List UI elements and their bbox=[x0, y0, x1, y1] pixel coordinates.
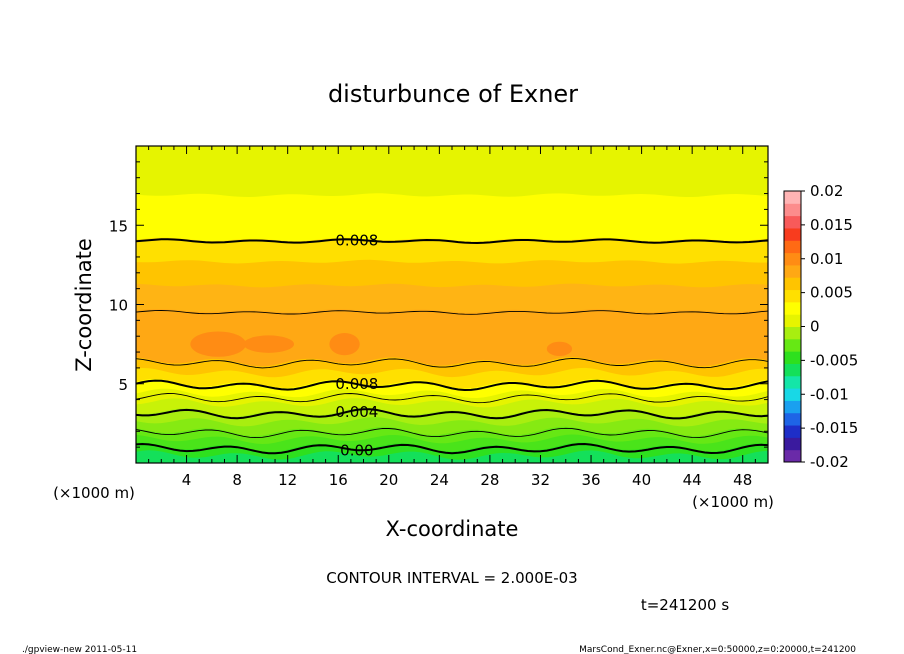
contour-4 bbox=[136, 379, 768, 392]
x-tick-label: 20 bbox=[379, 471, 398, 489]
colorbar-tick-label: 0.015 bbox=[810, 216, 853, 234]
footer-right: MarsCond_Exner.nc@Exner,x=0:50000,z=0:20… bbox=[579, 645, 856, 654]
contour-interval: CONTOUR INTERVAL = 2.000E-03 bbox=[326, 569, 577, 587]
x-tick-label: 36 bbox=[581, 471, 600, 489]
contour-lines bbox=[136, 238, 768, 455]
x-tick-label: 16 bbox=[329, 471, 348, 489]
colorbar-tick-label: 0 bbox=[810, 318, 820, 336]
colorbar-swatch bbox=[784, 375, 801, 389]
time-label: t=241200 s bbox=[641, 596, 729, 614]
colorbar: 0.02 0.015 0.01 0.005 0 -0.005 -0.01 -0.015 -0.0… bbox=[783, 182, 858, 471]
contour-0 bbox=[136, 442, 768, 455]
colorbar-swatch bbox=[784, 277, 801, 291]
y-tick-label: 15 bbox=[109, 217, 128, 235]
colorbar-swatch bbox=[784, 301, 801, 315]
x-tick-label: 40 bbox=[632, 471, 651, 489]
contour-label-4: 0.008 bbox=[335, 375, 378, 393]
x-axis-label: X-coordinate bbox=[386, 517, 519, 541]
x-tick-label: 12 bbox=[278, 471, 297, 489]
maximum-1 bbox=[243, 335, 294, 353]
x-tick-label: 44 bbox=[683, 471, 702, 489]
x-tick-label: 32 bbox=[531, 471, 550, 489]
colorbar-swatch bbox=[784, 351, 801, 364]
colorbar-swatch bbox=[784, 412, 801, 426]
contour-1 bbox=[136, 427, 768, 439]
maximum-3 bbox=[546, 341, 573, 357]
contour-3 bbox=[136, 393, 768, 404]
contour-label-7: 0.008 bbox=[335, 231, 378, 249]
contour-label-2: 0.004 bbox=[335, 403, 378, 421]
colorbar-ticks: 0.02 0.015 0.01 0.005 0 -0.005 -0.01 -0.015 -0.0… bbox=[801, 182, 858, 471]
colorbar-swatch bbox=[784, 449, 801, 463]
field-maxima bbox=[190, 331, 573, 357]
colorbar-swatch bbox=[784, 314, 801, 327]
x-tick-label: 48 bbox=[733, 471, 752, 489]
colorbar-tick-label: -0.005 bbox=[810, 351, 858, 369]
x-tick-label: 4 bbox=[182, 471, 192, 489]
contour-5 bbox=[136, 357, 768, 369]
x-tick-label: 28 bbox=[480, 471, 499, 489]
colorbar-tick-label: 0.02 bbox=[810, 182, 843, 200]
x-unit-left: (×1000 m) bbox=[53, 484, 135, 502]
contour-6 bbox=[136, 310, 768, 315]
colorbar-tick-label: -0.01 bbox=[810, 385, 849, 403]
colorbar-tick-label: 0.01 bbox=[810, 250, 843, 268]
colorbar-tick-label: -0.015 bbox=[810, 419, 858, 437]
contour-labels: 0.00 0.004 0.008 0.008 bbox=[335, 231, 378, 460]
colorbar-swatch bbox=[784, 388, 801, 401]
x-tick-label: 8 bbox=[232, 471, 242, 489]
contour-label-0: 0.00 bbox=[340, 442, 373, 460]
x-unit-right: (×1000 m) bbox=[692, 493, 774, 511]
colorbar-swatch bbox=[784, 338, 801, 352]
y-axis-label: Z-coordinate bbox=[72, 238, 96, 372]
colorbar-swatch bbox=[784, 252, 801, 266]
colorbar-swatch bbox=[784, 363, 801, 377]
colorbar-swatch bbox=[784, 264, 801, 278]
maximum-2 bbox=[329, 333, 360, 356]
colorbar-tick-label: -0.02 bbox=[810, 453, 849, 471]
colorbar-swatch bbox=[784, 400, 801, 414]
colorbar-swatch bbox=[784, 227, 801, 241]
x-tick-label: 24 bbox=[430, 471, 449, 489]
colorbar-swatch bbox=[784, 289, 801, 303]
band-0 bbox=[136, 450, 768, 463]
y-tick-label: 5 bbox=[118, 376, 128, 394]
colorbar-swatch bbox=[784, 437, 801, 451]
colorbar-swatches bbox=[784, 191, 801, 463]
colorbar-swatch bbox=[784, 191, 801, 204]
colorbar-swatch bbox=[784, 326, 801, 340]
maximum-0 bbox=[190, 331, 246, 357]
chart-title: disturbunce of Exner bbox=[328, 80, 578, 108]
contour-7 bbox=[136, 238, 768, 245]
colorbar-tick-label: 0.005 bbox=[810, 284, 853, 302]
colorbar-swatch bbox=[784, 203, 801, 217]
colorbar-swatch bbox=[784, 240, 801, 254]
field-bands bbox=[136, 146, 768, 463]
y-tick-label: 10 bbox=[109, 297, 128, 315]
colorbar-swatch bbox=[784, 215, 801, 229]
contour-2 bbox=[136, 408, 768, 420]
footer-left: ./gpview-new 2011-05-11 bbox=[22, 645, 137, 654]
colorbar-swatch bbox=[784, 425, 801, 438]
